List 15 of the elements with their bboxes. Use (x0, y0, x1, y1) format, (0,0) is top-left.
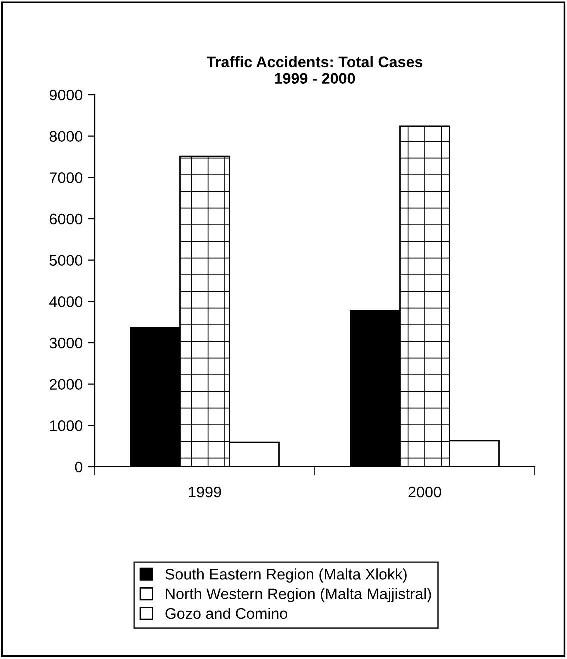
legend-label: South Eastern Region (Malta Xlokk) (166, 568, 407, 583)
y-tick-label: 5000 (50, 255, 83, 266)
y-tick-label: 1000 (50, 420, 83, 432)
y-tick-label: 2000 (50, 379, 83, 390)
y-tick-label: 7000 (50, 172, 83, 184)
legend-label: Gozo and Comino (166, 608, 288, 620)
y-tick-label: 0 (75, 462, 83, 473)
y-tick-label: 6000 (50, 214, 83, 225)
legend-label: North Western Region (Malta Majjistral) (166, 588, 432, 603)
y-tick-label: 4000 (50, 296, 83, 308)
y-tick-label: 3000 (50, 338, 83, 349)
x-tick-label: 1999 (189, 486, 222, 498)
chart-title: Traffic Accidents: Total Cases 1999 - 2000 (206, 56, 423, 84)
y-tick-label: 9000 (50, 90, 83, 101)
y-tick-label: 8000 (50, 131, 83, 142)
